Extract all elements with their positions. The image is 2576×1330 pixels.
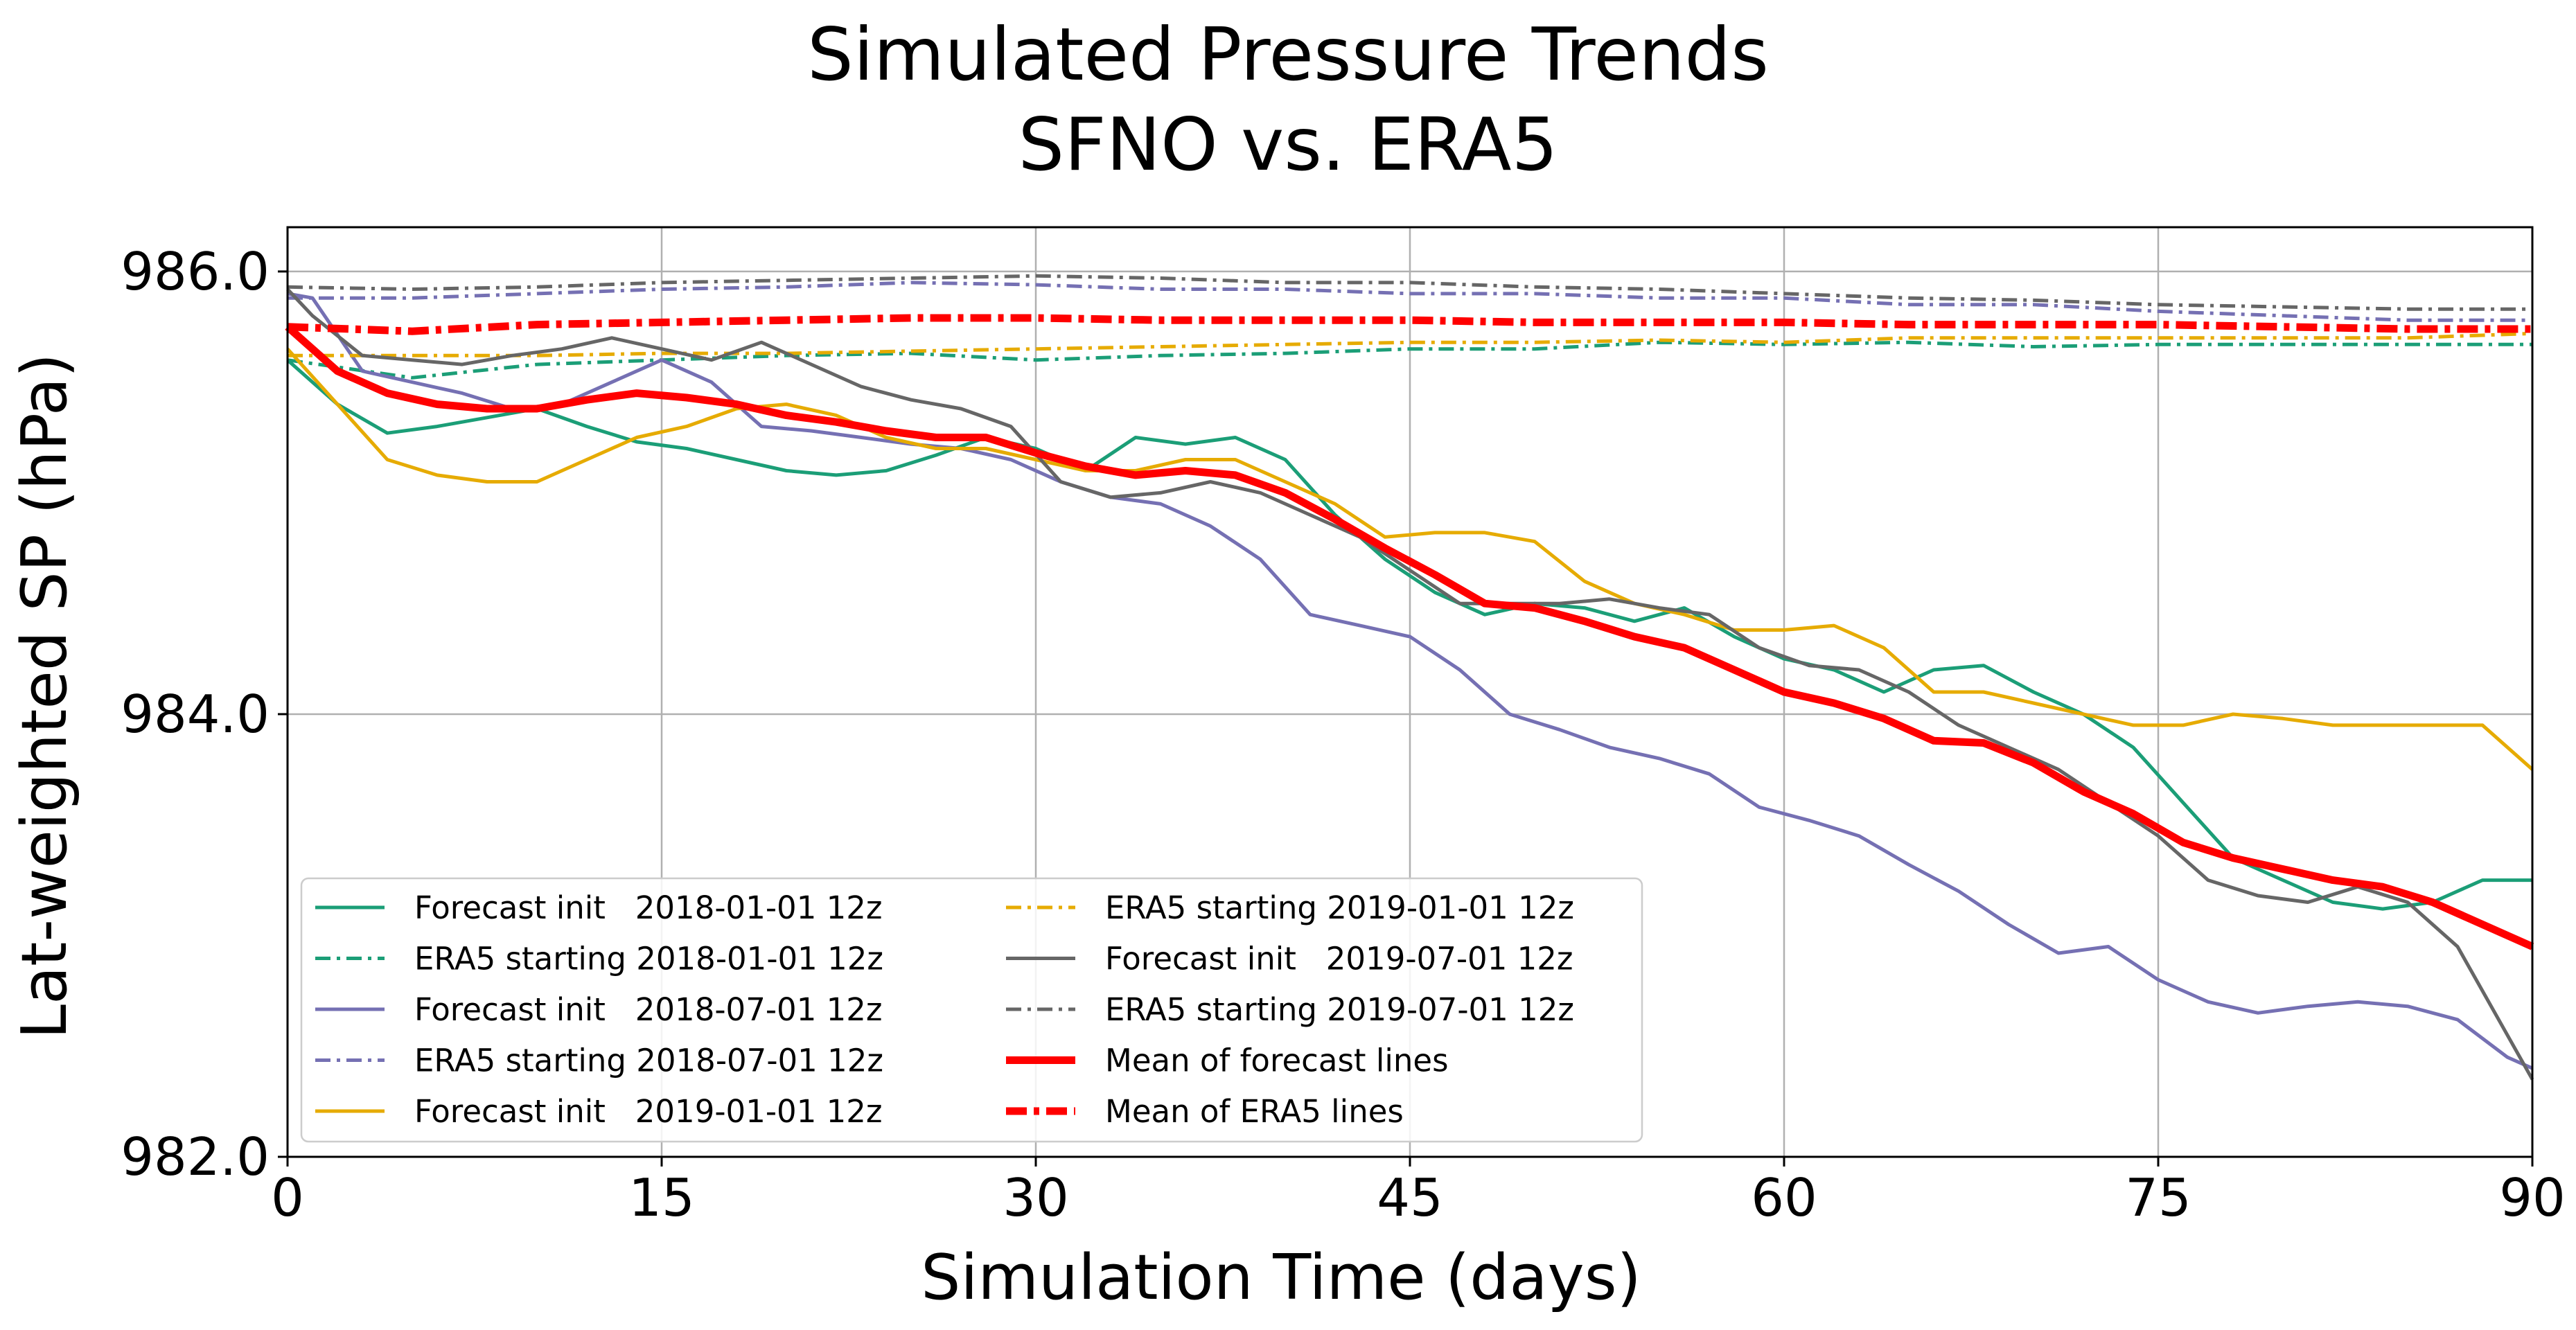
axis-ticks: 0 15 30 45 60 75 90 982.0 984.0 986.0 xyxy=(121,241,2565,1228)
x-tick-label: 15 xyxy=(628,1167,694,1228)
chart-title-line-1: Simulated Pressure Trends xyxy=(807,12,1769,97)
x-axis-label: Simulation Time (days) xyxy=(921,1241,1641,1314)
legend-label: Forecast init 2019-07-01 12z xyxy=(1105,941,1573,977)
x-tick-label: 75 xyxy=(2125,1167,2191,1228)
x-tick-label: 90 xyxy=(2499,1167,2565,1228)
legend-label: Forecast init 2019-01-01 12z xyxy=(414,1093,883,1130)
series-line-5 xyxy=(286,348,2534,771)
legend-label: ERA5 starting 2018-07-01 12z xyxy=(414,1043,883,1079)
series-line-10 xyxy=(287,314,2532,335)
legend-label: Mean of forecast lines xyxy=(1105,1043,1449,1079)
legend-label: ERA5 starting 2019-07-01 12z xyxy=(1105,991,1574,1028)
legend-label: Forecast init 2018-01-01 12z xyxy=(414,889,883,926)
series-line-3 xyxy=(287,292,2534,1070)
series-layer xyxy=(285,274,2534,1081)
chart-title-line-2: SFNO vs. ERA5 xyxy=(1018,103,1558,187)
x-tick-label: 0 xyxy=(271,1167,304,1228)
series-line-7 xyxy=(286,287,2534,1081)
x-tick-label: 45 xyxy=(1377,1167,1443,1228)
y-axis-label: Lat-weighted SP (hPa) xyxy=(8,353,81,1039)
y-tick-label: 984.0 xyxy=(121,684,270,745)
series-line-4 xyxy=(288,281,2532,322)
legend-label: ERA5 starting 2018-01-01 12z xyxy=(414,941,883,977)
legend: Forecast init 2018-01-01 12z ERA5 startin… xyxy=(300,877,1643,1143)
series-line-9 xyxy=(285,323,2534,950)
series-line-8 xyxy=(287,274,2532,311)
legend-box xyxy=(300,877,1643,1143)
legend-label: Forecast init 2018-07-01 12z xyxy=(414,991,883,1028)
legend-label: Mean of ERA5 lines xyxy=(1105,1093,1404,1130)
x-tick-label: 30 xyxy=(1003,1167,1068,1228)
series-line-6 xyxy=(288,331,2533,357)
x-tick-label: 60 xyxy=(1751,1167,1817,1228)
legend-label: ERA5 starting 2019-01-01 12z xyxy=(1105,889,1574,926)
y-tick-label: 986.0 xyxy=(121,241,270,302)
chart-title: Simulated Pressure Trends SFNO vs. ERA5 xyxy=(807,12,1769,187)
series-line-1 xyxy=(286,358,2532,911)
y-tick-label: 982.0 xyxy=(121,1126,270,1187)
